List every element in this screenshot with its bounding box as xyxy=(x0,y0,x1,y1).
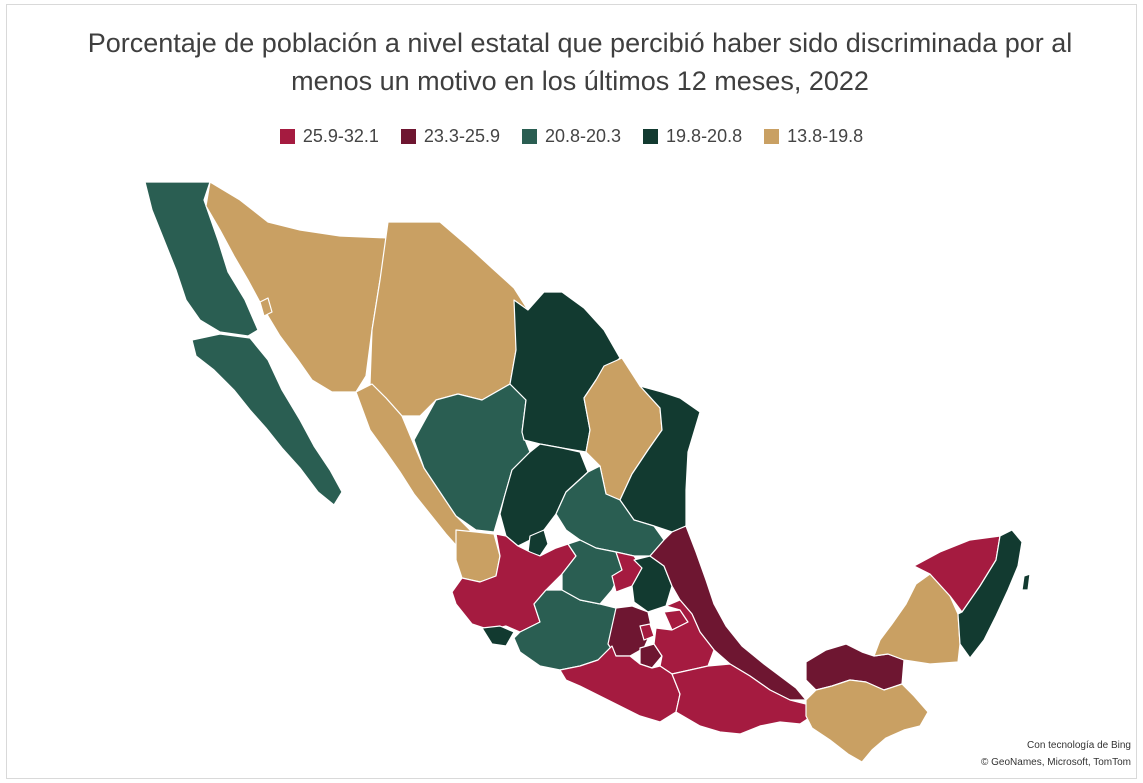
state-baja-california-sur[interactable] xyxy=(191,333,343,506)
legend-label: 20.8-20.3 xyxy=(544,126,622,146)
state-quintana-roo[interactable] xyxy=(957,529,1023,659)
state-ciudad-de-mexico[interactable] xyxy=(639,623,655,641)
state-oaxaca[interactable] xyxy=(671,663,813,735)
legend-item: 20.8-20.3 xyxy=(521,126,622,147)
legend-item: 13.8-19.8 xyxy=(764,126,863,147)
title-line-2: menos un motivo en los últimos 12 meses,… xyxy=(291,66,869,96)
state-guanajuato[interactable] xyxy=(561,539,623,605)
state-campeche[interactable] xyxy=(873,573,961,665)
legend-swatch xyxy=(400,129,416,144)
state-aguascalientes[interactable] xyxy=(527,529,549,557)
legend-item: 25.9-32.1 xyxy=(279,126,379,147)
legend-label: 23.3-25.9 xyxy=(423,126,500,146)
state-queretaro[interactable] xyxy=(611,551,643,593)
state-nayarit[interactable] xyxy=(455,529,501,583)
legend-swatch xyxy=(764,129,780,144)
legend-swatch xyxy=(643,129,659,144)
state-colima[interactable] xyxy=(481,625,515,647)
legend-label: 25.9-32.1 xyxy=(302,126,379,146)
legend-swatch xyxy=(279,129,295,144)
island-tiburon xyxy=(259,297,273,317)
map-title: Porcentaje de población a nivel estatal … xyxy=(40,24,1120,100)
state-veracruz[interactable] xyxy=(649,525,807,701)
state-estado-de-mexico[interactable] xyxy=(607,605,653,657)
state-baja-california[interactable] xyxy=(144,181,259,337)
title-line-1: Porcentaje de población a nivel estatal … xyxy=(87,28,1073,58)
map-credit-bing: Con tecnología de Bing xyxy=(1027,740,1131,751)
state-chiapas[interactable] xyxy=(805,679,929,763)
legend-label: 19.8-20.8 xyxy=(666,126,743,146)
state-tamaulipas[interactable] xyxy=(619,385,701,533)
legend-item: 19.8-20.8 xyxy=(643,126,742,147)
state-morelos[interactable] xyxy=(639,643,663,669)
legend-item: 23.3-25.9 xyxy=(400,126,500,147)
legend: 25.9-32.1 23.3-25.9 20.8-20.3 19.8-20.8 … xyxy=(0,126,1143,147)
map-credit-sources: © GeoNames, Microsoft, TomTom xyxy=(981,757,1131,768)
state-sonora[interactable] xyxy=(205,181,389,393)
legend-swatch xyxy=(521,129,537,144)
island-cozumel xyxy=(1021,573,1031,591)
legend-label: 13.8-19.8 xyxy=(787,126,864,146)
